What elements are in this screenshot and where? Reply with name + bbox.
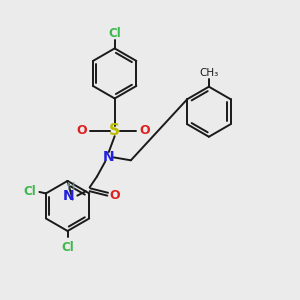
Text: CH₃: CH₃	[199, 68, 218, 78]
Text: Cl: Cl	[108, 27, 121, 40]
Text: N: N	[103, 150, 115, 164]
Text: S: S	[109, 123, 120, 138]
Text: O: O	[77, 124, 87, 137]
Text: Cl: Cl	[24, 184, 37, 198]
Text: Cl: Cl	[61, 241, 74, 254]
Text: O: O	[110, 189, 120, 202]
Text: H: H	[67, 182, 75, 192]
Text: O: O	[139, 124, 150, 137]
Text: N: N	[63, 189, 74, 202]
